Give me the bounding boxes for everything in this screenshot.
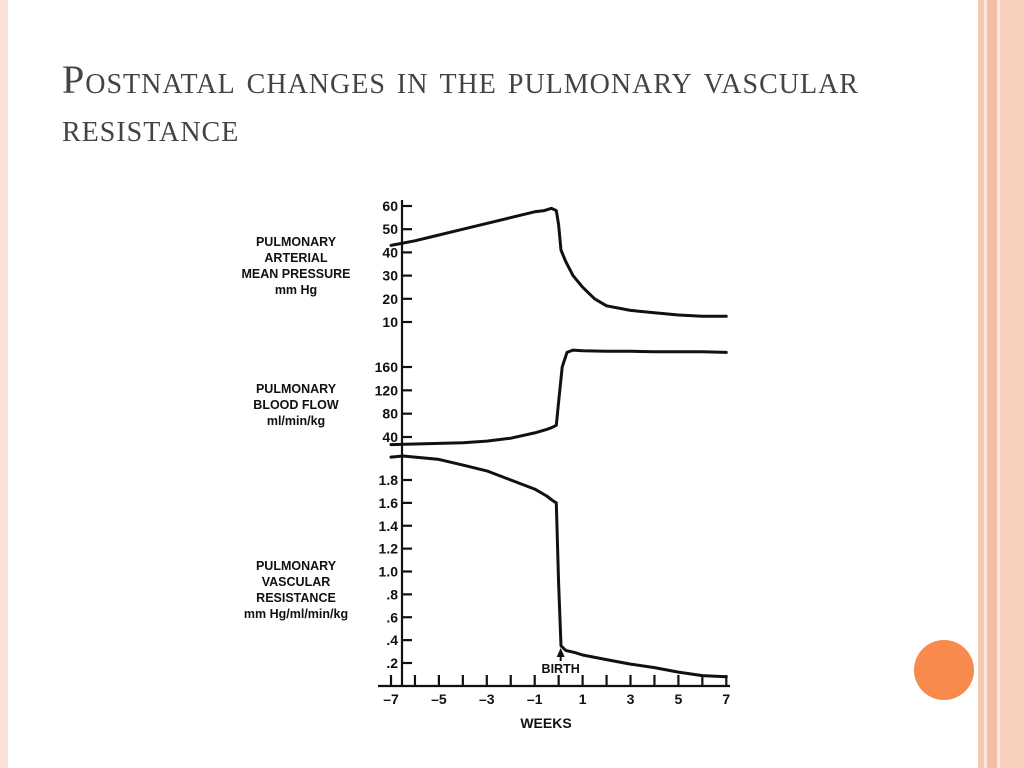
y-tick-label: 60 (382, 198, 398, 214)
y-tick-label: 50 (382, 221, 398, 237)
y-axis-label: mm Hg/ml/min/kg (244, 607, 348, 621)
x-tick-label: –1 (527, 691, 543, 707)
orange-circle-decoration (914, 640, 974, 700)
y-tick-label: 20 (382, 291, 398, 307)
series-line-2 (389, 348, 728, 447)
y-tick-label: 1.2 (379, 541, 399, 557)
slide-title: Postnatal changes in the pulmonary vascu… (62, 57, 859, 150)
y-axis-label: ml/min/kg (267, 414, 325, 428)
right-decor-band (984, 0, 987, 768)
y-tick-label: 1.6 (379, 495, 399, 511)
y-tick-label: .8 (386, 586, 398, 602)
y-tick-label: 40 (382, 244, 398, 260)
y-axis-label: MEAN PRESSURE (241, 267, 350, 281)
series-line-1 (389, 206, 728, 318)
y-axis-label: RESISTANCE (256, 591, 336, 605)
y-tick-label: 1.0 (379, 564, 399, 580)
left-border-stripe (0, 0, 8, 768)
y-axis-label: PULMONARY (256, 559, 337, 573)
y-tick-label: 1.8 (379, 472, 399, 488)
series-line-3 (389, 454, 728, 679)
y-tick-label: 160 (375, 359, 399, 375)
x-axis-label: WEEKS (520, 715, 571, 731)
y-axis-label: mm Hg (275, 283, 317, 297)
y-tick-label: 1.4 (379, 518, 399, 534)
right-decor-band (997, 0, 1000, 768)
y-tick-label: .4 (386, 632, 398, 648)
birth-arrow (556, 648, 565, 657)
chart-panel-1: 10 20 30 40 50 60 PULMONARY ARTERIAL MEAN PRESSU… (241, 198, 728, 330)
right-decor-band (978, 0, 984, 768)
y-axis-label: BLOOD FLOW (253, 398, 339, 412)
chart-panel-2: 40 80 120 160 PULMONARY BLOOD FLOW ml/min/kg (253, 348, 728, 447)
y-axis-label: PULMONARY (256, 235, 337, 249)
x-tick-label: 5 (675, 691, 683, 707)
x-tick-label: –7 (383, 691, 399, 707)
x-tick-label: –3 (479, 691, 495, 707)
y-axis-label: ARTERIAL (264, 251, 328, 265)
chart-panel-3: .2 .4 .6 .8 1.0 1.2 1.4 1.6 1.8 PULMONARY VASCULAR… (244, 454, 730, 731)
y-axis-label: VASCULAR (262, 575, 331, 589)
y-tick-label: 10 (382, 314, 398, 330)
y-axis-label: PULMONARY (256, 382, 337, 396)
x-tick-label: –5 (431, 691, 447, 707)
birth-annotation: BIRTH (542, 662, 580, 676)
y-tick-label: 120 (375, 382, 399, 398)
y-tick-label: .6 (386, 609, 398, 625)
x-tick-label: 3 (627, 691, 635, 707)
x-tick-label: 7 (722, 691, 730, 707)
y-tick-label: 40 (382, 429, 398, 445)
x-tick-label: 1 (579, 691, 587, 707)
y-tick-label: 30 (382, 268, 398, 284)
right-decor-band (1000, 0, 1024, 768)
y-tick-label: .2 (386, 655, 398, 671)
y-tick-label: 80 (382, 406, 398, 422)
right-decor-band (987, 0, 997, 768)
